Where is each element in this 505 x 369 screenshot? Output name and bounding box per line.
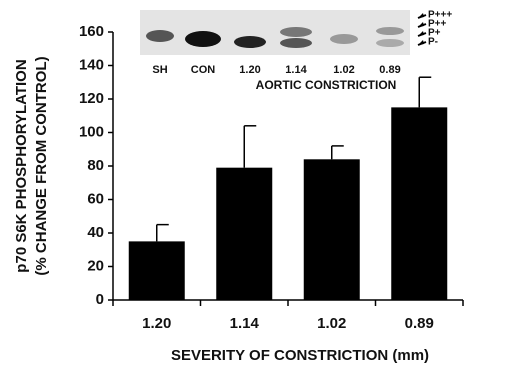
x-tick-label: 0.89 (405, 315, 434, 332)
lane-label: 0.89 (379, 64, 400, 76)
x-tick-label: 1.14 (230, 315, 260, 332)
y-tick-label: 60 (87, 190, 104, 207)
lane-label: 1.02 (333, 64, 354, 76)
y-tick-label: 80 (87, 157, 104, 174)
y-axis-label: p70 S6K PHOSPHORYLATION (13, 59, 30, 272)
lane-label: CON (191, 64, 216, 76)
bar (129, 241, 185, 300)
bar (216, 168, 272, 300)
lane-label: 1.20 (239, 64, 260, 76)
inset-caption: AORTIC CONSTRICTION (256, 78, 397, 92)
lane-label: SH (152, 64, 167, 76)
y-tick-label: 0 (96, 291, 104, 308)
bar (391, 107, 447, 300)
bar (304, 159, 360, 300)
y-tick-label: 160 (79, 23, 104, 40)
x-tick-label: 1.02 (317, 315, 346, 332)
lane-label: 1.14 (285, 64, 307, 76)
y-tick-label: 20 (87, 257, 104, 274)
y-axis-label: (% CHANGE FROM CONTROL) (33, 56, 50, 275)
x-axis-label: SEVERITY OF CONSTRICTION (mm) (171, 347, 429, 364)
y-tick-label: 140 (79, 56, 104, 73)
blot-image (140, 10, 426, 55)
y-tick-label: 120 (79, 90, 104, 107)
y-tick-label: 40 (87, 224, 104, 241)
y-tick-label: 100 (79, 123, 104, 140)
band-label: P- (428, 37, 438, 48)
x-tick-label: 1.20 (142, 315, 171, 332)
chart: SEVERITY OF CONSTRICTION (mm) p70 S6K PH… (0, 0, 505, 369)
